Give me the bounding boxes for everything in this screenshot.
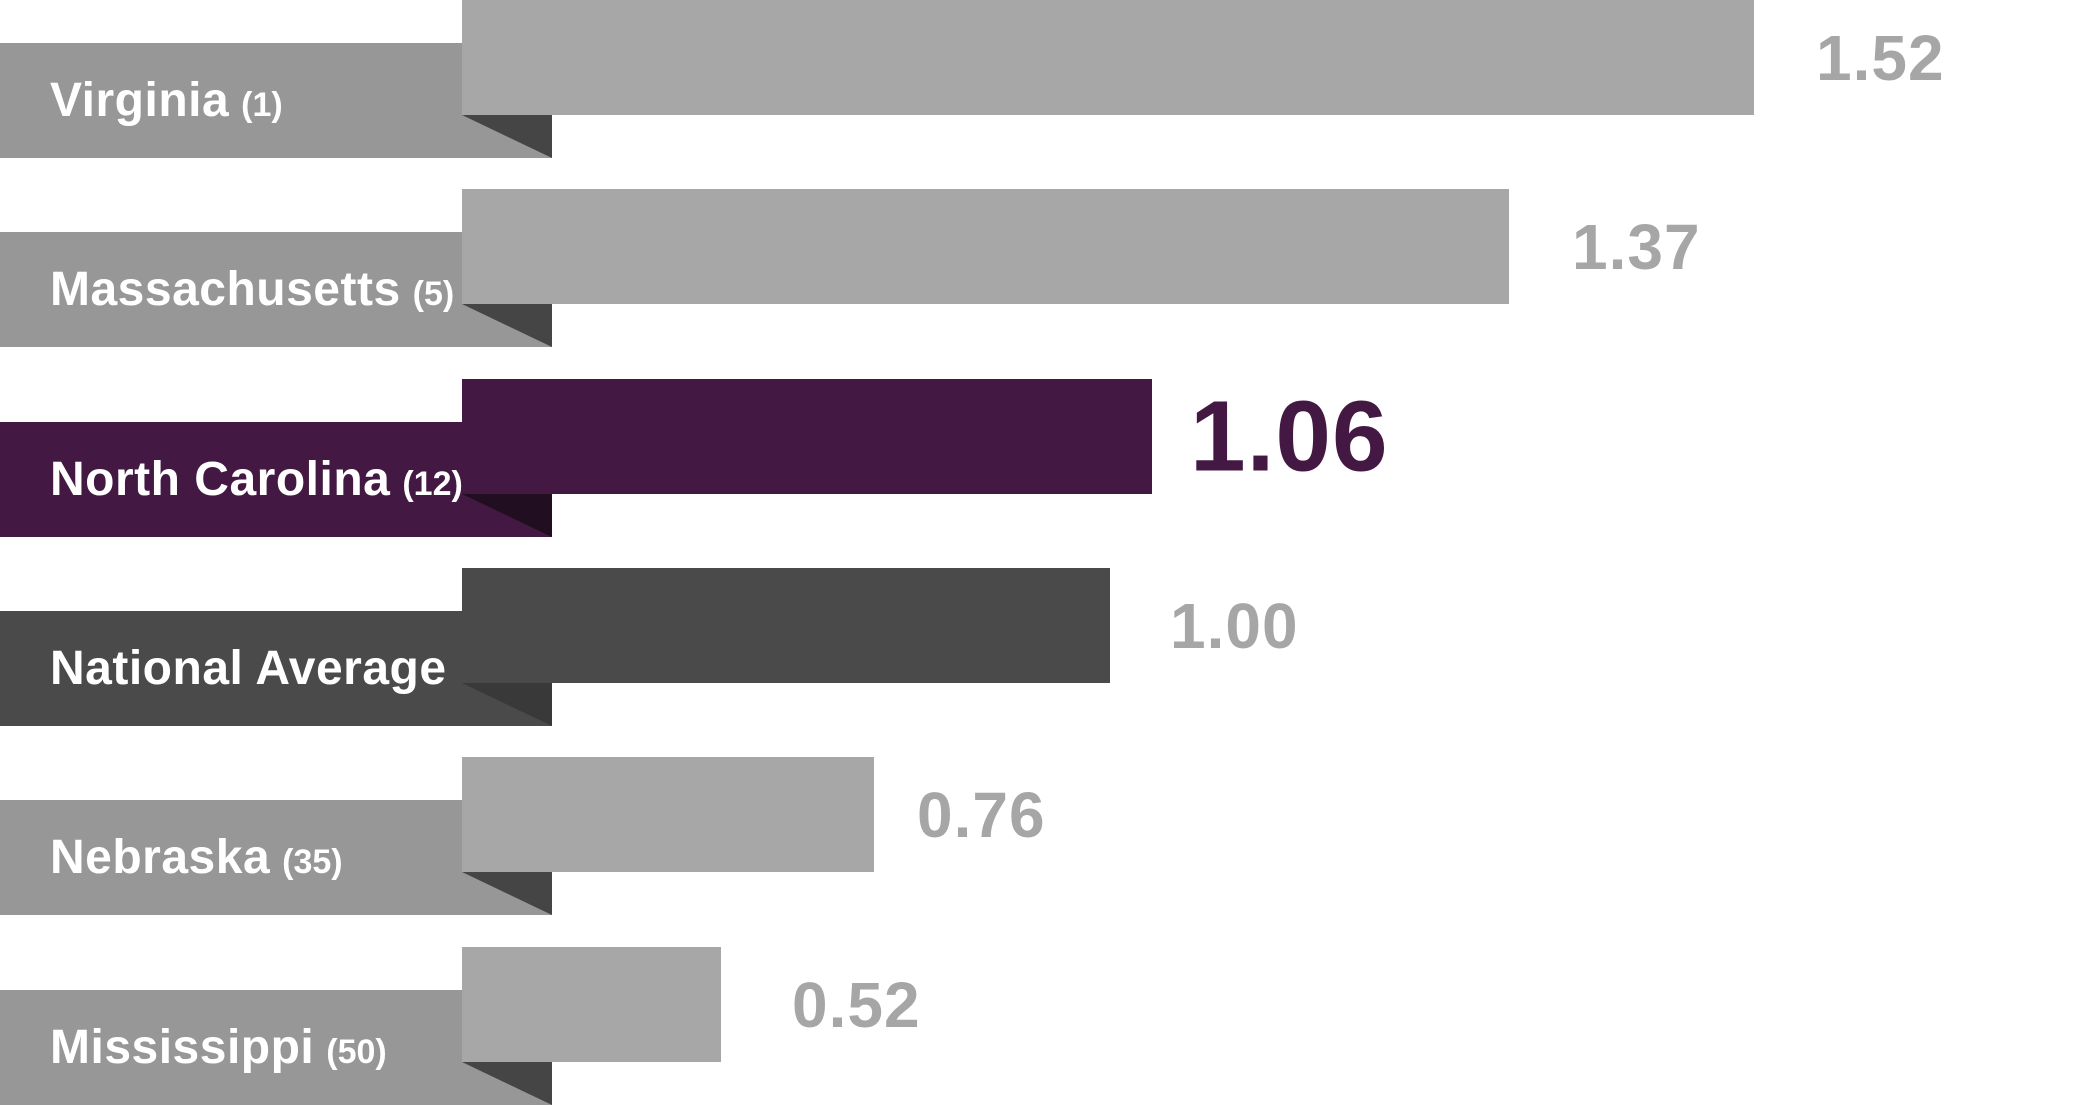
value-label: 0.52: [792, 968, 921, 1041]
rank-label: (1): [241, 86, 283, 124]
value-label: 1.37: [1572, 210, 1701, 283]
category-ribbon: Mississippi (50): [0, 990, 552, 1105]
category-label: Mississippi: [50, 1021, 315, 1074]
category-label: Virginia: [50, 74, 230, 127]
category-labelwrap: National Average: [50, 641, 459, 696]
rank-label: (35): [282, 843, 343, 881]
category-label: Nebraska: [50, 831, 271, 884]
value-label: 1.52: [1816, 21, 1945, 94]
value-bar: [462, 757, 874, 872]
category-ribbon: North Carolina (12): [0, 422, 552, 537]
value-bar: [462, 0, 1754, 115]
value-bar: [462, 189, 1509, 304]
category-ribbon: Massachusetts (5): [0, 232, 552, 347]
value-bar: [462, 947, 721, 1062]
category-labelwrap: Nebraska (35): [50, 830, 343, 885]
rank-label: (50): [326, 1033, 387, 1071]
category-label: Massachusetts: [50, 263, 401, 316]
category-ribbon: Nebraska (35): [0, 800, 552, 915]
category-labelwrap: Virginia (1): [50, 73, 283, 128]
value-label: 0.76: [917, 778, 1046, 851]
category-labelwrap: Massachusetts (5): [50, 262, 454, 317]
category-labelwrap: North Carolina (12): [50, 452, 463, 507]
category-label: National Average: [50, 642, 447, 695]
category-ribbon: National Average: [0, 611, 552, 726]
rank-label: (12): [402, 465, 463, 503]
category-label: North Carolina: [50, 453, 391, 506]
category-labelwrap: Mississippi (50): [50, 1020, 387, 1075]
category-ribbon: Virginia (1): [0, 43, 552, 158]
value-bar: [462, 379, 1152, 494]
value-label: 1.06: [1190, 380, 1389, 492]
value-bar: [462, 568, 1110, 683]
rank-label: (5): [412, 275, 455, 313]
value-label: 1.00: [1170, 589, 1299, 662]
